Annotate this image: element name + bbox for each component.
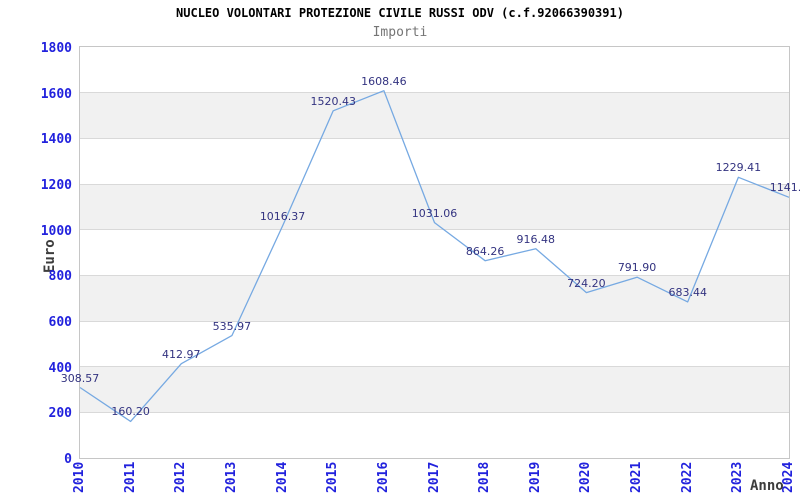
x-tick-label: 2012	[173, 461, 189, 493]
y-tick-label: 400	[48, 360, 72, 376]
gridline	[80, 183, 789, 185]
y-tick-label: 1600	[40, 86, 72, 102]
y-tick-label: 1000	[40, 223, 72, 239]
data-point-label: 1031.06	[411, 206, 458, 220]
x-tick-label: 2022	[679, 461, 695, 493]
data-point-label: 308.57	[60, 371, 100, 385]
chart-title: NUCLEO VOLONTARI PROTEZIONE CIVILE RUSSI…	[176, 6, 624, 20]
x-tick-label: 2019	[527, 461, 543, 493]
plot-band	[80, 275, 789, 321]
plot-area: 308.57 160.20 412.97 535.97 1016.37 1520.43 16…	[61, 46, 800, 459]
y-tick-label: 600	[48, 315, 72, 330]
gridline	[80, 274, 789, 276]
data-point-label: 791.90	[617, 261, 657, 275]
y-tick-label: 1200	[40, 178, 72, 193]
x-tick-label: 2013	[223, 461, 239, 493]
y-tick-label: 0	[64, 452, 72, 467]
data-point-label: 724.20	[567, 276, 606, 290]
data-point-label: 864.26	[465, 244, 505, 258]
gridline	[80, 229, 789, 231]
data-point-label: 1141.6	[769, 181, 800, 195]
line-series-svg	[79, 90, 790, 423]
data-point-label: 160.20	[111, 405, 150, 419]
gridline	[80, 366, 789, 368]
chart-subtitle: Importi	[372, 25, 428, 40]
x-tick-label: 2018	[477, 461, 493, 493]
gridline	[80, 411, 789, 413]
x-tick-label: 2021	[629, 461, 645, 493]
line-series	[79, 90, 790, 423]
x-tick-label: 2015	[325, 461, 341, 493]
data-point-label: 1016.37	[259, 209, 306, 223]
gridline	[80, 92, 789, 94]
gridline	[80, 320, 789, 322]
y-tick-label: 1800	[40, 41, 72, 56]
data-point-label: 916.48	[516, 232, 556, 246]
x-tick-label: 2010	[72, 461, 87, 493]
data-point-label: 1520.43	[310, 94, 356, 108]
data-point-label: 412.97	[162, 347, 201, 361]
x-tick-label: 2014	[274, 461, 290, 493]
plot-band	[80, 92, 789, 139]
plot-band	[80, 366, 789, 413]
data-point-label: 1229.41	[715, 161, 762, 175]
gridline	[80, 137, 789, 139]
data-point-label: 683.44	[668, 285, 707, 299]
y-tick-label: 200	[48, 406, 72, 422]
data-point-label: 535.97	[212, 319, 252, 333]
x-tick-label: 2011	[122, 461, 138, 493]
x-axis-title: Anno	[750, 478, 784, 494]
x-tick-label: 2020	[578, 461, 594, 493]
x-tick-label: 2023	[730, 461, 746, 493]
y-axis-title: Euro	[42, 239, 58, 273]
x-tick-label: 2017	[426, 461, 442, 493]
x-tick-label: 2016	[375, 461, 391, 493]
data-point-label: 1608.46	[361, 74, 407, 88]
y-tick-label: 1400	[40, 132, 72, 148]
y-tick-label: 800	[48, 269, 72, 285]
x-tick-label: 2024	[781, 461, 796, 493]
